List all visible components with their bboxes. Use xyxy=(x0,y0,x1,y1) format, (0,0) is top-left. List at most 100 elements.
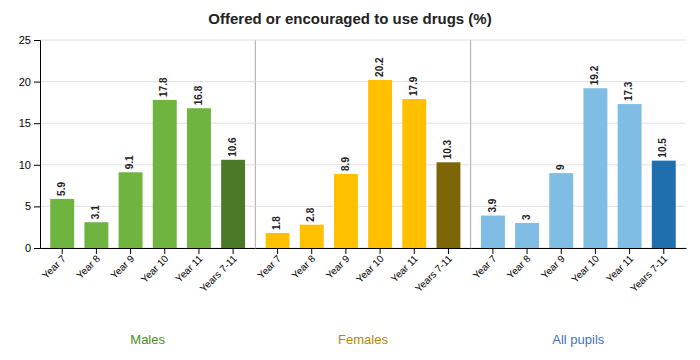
x-tick-mark xyxy=(527,248,528,254)
x-tick-label: Year 10 xyxy=(569,253,601,285)
x-tick-label: Year 9 xyxy=(108,253,136,281)
panel: 5.93.19.117.816.810.6Year 7Year 8Year 9Y… xyxy=(19,34,256,347)
y-tick: 20 xyxy=(19,76,40,88)
data-labels: 3.93919.217.310.5 xyxy=(487,65,669,220)
x-tick: Year 9 xyxy=(324,248,352,281)
bar xyxy=(652,161,676,248)
bar xyxy=(402,99,426,248)
bar xyxy=(334,174,358,248)
data-labels: 1.8 2.8 8.9 20.2 17.9 10.3 xyxy=(271,57,453,230)
data-label: 10.3 xyxy=(442,139,453,159)
x-tick: Year 10 xyxy=(139,248,171,285)
x-axis: Year 7Year 8Year 9Year 10Year 11Years 7-… xyxy=(255,248,471,294)
y-axis-line xyxy=(34,41,41,249)
grid-line xyxy=(255,81,470,82)
x-tick-mark xyxy=(663,248,664,254)
x-tick-mark xyxy=(629,248,630,254)
x-axis-line xyxy=(41,248,256,249)
x-tick-mark xyxy=(62,248,63,254)
y-tick: 5 xyxy=(25,200,40,212)
x-tick-mark xyxy=(380,248,381,254)
data-label: 1.8 xyxy=(271,216,282,230)
y-tick: 0 xyxy=(25,242,40,254)
data-label: 2.8 xyxy=(305,207,316,221)
data-label: 3.9 xyxy=(487,198,498,212)
group-label: Females xyxy=(338,332,388,347)
y-tick-label: 15 xyxy=(19,117,31,129)
grid xyxy=(471,40,686,248)
bar xyxy=(221,160,245,248)
x-tick: Year 9 xyxy=(539,248,567,281)
x-tick-mark xyxy=(198,248,199,254)
x-tick: Year 10 xyxy=(354,248,386,285)
y-tick-label: 10 xyxy=(19,159,31,171)
data-label: 17.9 xyxy=(408,76,419,96)
y-tick-label: 20 xyxy=(19,76,31,88)
x-axis: Year 7Year 8Year 9Year 10Year 11Years 7-… xyxy=(40,248,256,294)
bar xyxy=(300,225,324,248)
x-tick-label: Years 7-11 xyxy=(628,253,670,295)
x-tick: Years 7-11 xyxy=(628,248,670,294)
x-tick-mark xyxy=(311,248,312,254)
bar xyxy=(368,80,392,248)
bars xyxy=(266,80,461,248)
bar xyxy=(153,100,177,248)
y-tick: 15 xyxy=(19,117,40,129)
x-tick: Years 7-11 xyxy=(413,248,455,294)
bar xyxy=(583,88,607,248)
x-tick-mark xyxy=(233,248,234,254)
chart-container: Offered or encouraged to use drugs (%)5.… xyxy=(0,0,700,360)
data-label: 20.2 xyxy=(374,57,385,77)
y-tick: 25 xyxy=(19,34,40,46)
x-tick-label: Year 11 xyxy=(173,253,205,285)
y-tick-label: 5 xyxy=(25,200,31,212)
bar xyxy=(266,233,290,248)
panel: 1.82.88.920.217.910.3Year 7Year 8Year 9Y… xyxy=(255,40,471,347)
y-tick: 10 xyxy=(19,159,40,171)
data-label: 10.6 xyxy=(227,137,238,157)
bar xyxy=(84,222,108,248)
title: Offered or encouraged to use drugs (%) xyxy=(208,10,491,27)
x-tick-mark xyxy=(448,248,449,254)
x-tick-label: Year 9 xyxy=(324,253,352,281)
panel-separator xyxy=(470,40,471,248)
x-tick-label: Year 8 xyxy=(74,253,102,281)
data-label: 9.1 xyxy=(124,155,135,169)
x-tick-mark xyxy=(561,248,562,254)
data-label: 19.2 xyxy=(589,65,600,85)
bar xyxy=(187,108,211,248)
x-tick-label: Year 10 xyxy=(354,253,386,285)
grid xyxy=(40,40,255,248)
data-label: 3 xyxy=(521,214,532,220)
y-tick-mark xyxy=(34,123,40,124)
x-tick: Year 7 xyxy=(471,248,499,281)
x-tick: Year 11 xyxy=(389,248,421,284)
bars xyxy=(481,88,676,248)
bar xyxy=(50,199,74,248)
grid-line xyxy=(471,123,686,124)
x-tick: Year 8 xyxy=(74,248,102,281)
x-tick-label: Year 8 xyxy=(289,253,317,281)
x-tick-label: Year 9 xyxy=(539,253,567,281)
y-tick-mark xyxy=(34,165,40,166)
grid-line xyxy=(255,123,470,124)
data-label: 8.9 xyxy=(340,157,351,171)
group-label: Males xyxy=(130,332,165,347)
x-tick: Year 8 xyxy=(505,248,533,281)
data-label: 3.1 xyxy=(90,205,101,219)
grid-line xyxy=(40,40,255,41)
data-labels: 5.93.19.117.816.810.6 xyxy=(56,77,238,219)
grid xyxy=(255,40,470,248)
x-tick-label: Year 7 xyxy=(255,253,283,281)
x-tick-mark xyxy=(345,248,346,254)
x-tick-mark xyxy=(277,248,278,254)
data-label: 17.8 xyxy=(158,77,169,97)
x-tick-mark xyxy=(164,248,165,254)
y-tick-mark xyxy=(34,206,40,207)
x-tick-label: Years 7-11 xyxy=(198,253,240,295)
bar xyxy=(481,216,505,248)
bar xyxy=(549,173,573,248)
data-label: 10.5 xyxy=(657,138,668,158)
y-tick-label: 25 xyxy=(19,34,31,46)
panel: 3.93919.217.310.5Year 7Year 8Year 9Year … xyxy=(471,40,687,347)
